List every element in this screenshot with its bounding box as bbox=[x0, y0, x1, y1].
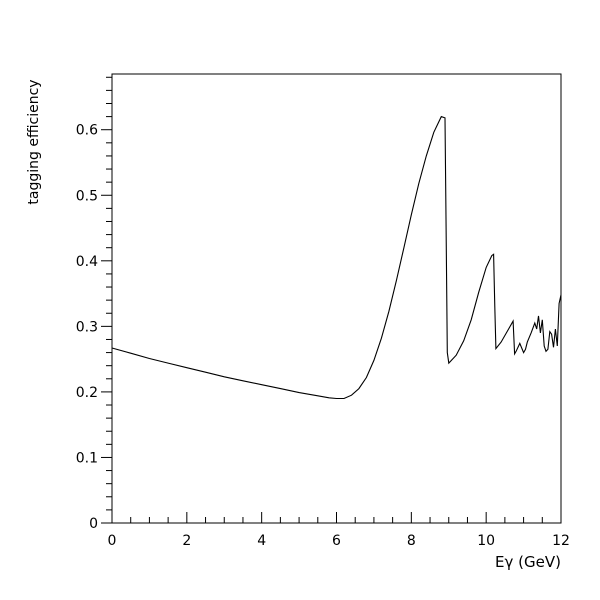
plot-frame bbox=[111, 73, 562, 524]
y-tick-label: 0.4 bbox=[76, 254, 98, 270]
axis-ticks bbox=[101, 76, 562, 524]
x-axis-label: Eγ (GeV) bbox=[495, 553, 561, 571]
x-tick-label: 8 bbox=[407, 533, 416, 549]
x-tick-label: 10 bbox=[477, 533, 495, 549]
y-tick-label: 0.5 bbox=[76, 188, 98, 204]
x-tick-label: 6 bbox=[332, 533, 341, 549]
y-tick-labels: 0 0.1 0.2 0.3 0.4 0.5 0.6 bbox=[76, 123, 98, 532]
y-tick-label: 0.3 bbox=[76, 319, 98, 335]
x-tick-label: 12 bbox=[552, 533, 570, 549]
y-tick-label: 0.1 bbox=[76, 450, 98, 466]
y-axis-label: tagging efficiency bbox=[26, 79, 42, 204]
x-tick-label: 0 bbox=[108, 533, 117, 549]
y-tick-label: 0.2 bbox=[76, 385, 98, 401]
x-tick-labels: 0 2 4 6 8 10 12 bbox=[108, 533, 570, 549]
x-tick-label: 2 bbox=[182, 533, 191, 549]
x-tick-label: 4 bbox=[257, 533, 266, 549]
y-tick-label: 0 bbox=[89, 516, 98, 532]
efficiency-curve bbox=[111, 115, 562, 400]
y-tick-label: 0.6 bbox=[76, 123, 98, 139]
